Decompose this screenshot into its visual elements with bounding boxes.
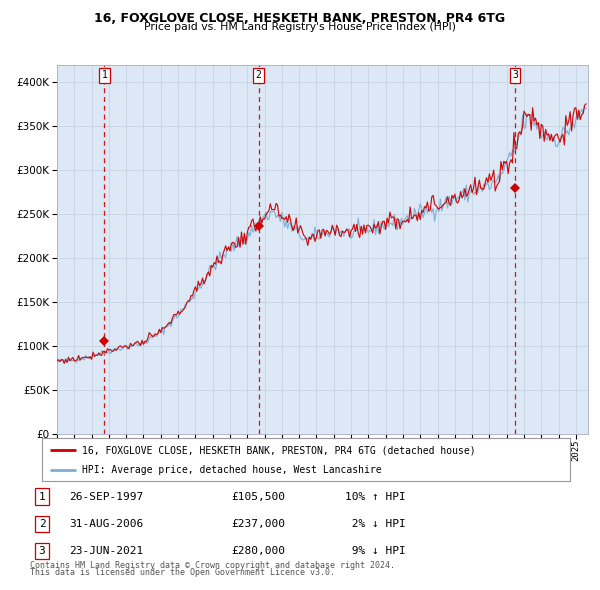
Text: 9% ↓ HPI: 9% ↓ HPI [345, 546, 406, 556]
Text: £105,500: £105,500 [231, 492, 285, 502]
Text: 3: 3 [38, 546, 46, 556]
Text: 26-SEP-1997: 26-SEP-1997 [69, 492, 143, 502]
Text: 10% ↑ HPI: 10% ↑ HPI [345, 492, 406, 502]
Text: 2: 2 [256, 70, 262, 80]
Text: 16, FOXGLOVE CLOSE, HESKETH BANK, PRESTON, PR4 6TG (detached house): 16, FOXGLOVE CLOSE, HESKETH BANK, PRESTO… [82, 445, 475, 455]
Text: £237,000: £237,000 [231, 519, 285, 529]
Text: 3: 3 [512, 70, 518, 80]
Text: £280,000: £280,000 [231, 546, 285, 556]
Text: 2% ↓ HPI: 2% ↓ HPI [345, 519, 406, 529]
Text: 16, FOXGLOVE CLOSE, HESKETH BANK, PRESTON, PR4 6TG: 16, FOXGLOVE CLOSE, HESKETH BANK, PRESTO… [94, 12, 506, 25]
Text: 1: 1 [101, 70, 107, 80]
Text: This data is licensed under the Open Government Licence v3.0.: This data is licensed under the Open Gov… [30, 568, 335, 577]
Text: 31-AUG-2006: 31-AUG-2006 [69, 519, 143, 529]
Text: 1: 1 [38, 492, 46, 502]
Text: Contains HM Land Registry data © Crown copyright and database right 2024.: Contains HM Land Registry data © Crown c… [30, 561, 395, 570]
Text: Price paid vs. HM Land Registry's House Price Index (HPI): Price paid vs. HM Land Registry's House … [144, 22, 456, 32]
Text: 23-JUN-2021: 23-JUN-2021 [69, 546, 143, 556]
Text: HPI: Average price, detached house, West Lancashire: HPI: Average price, detached house, West… [82, 466, 381, 475]
Text: 2: 2 [38, 519, 46, 529]
